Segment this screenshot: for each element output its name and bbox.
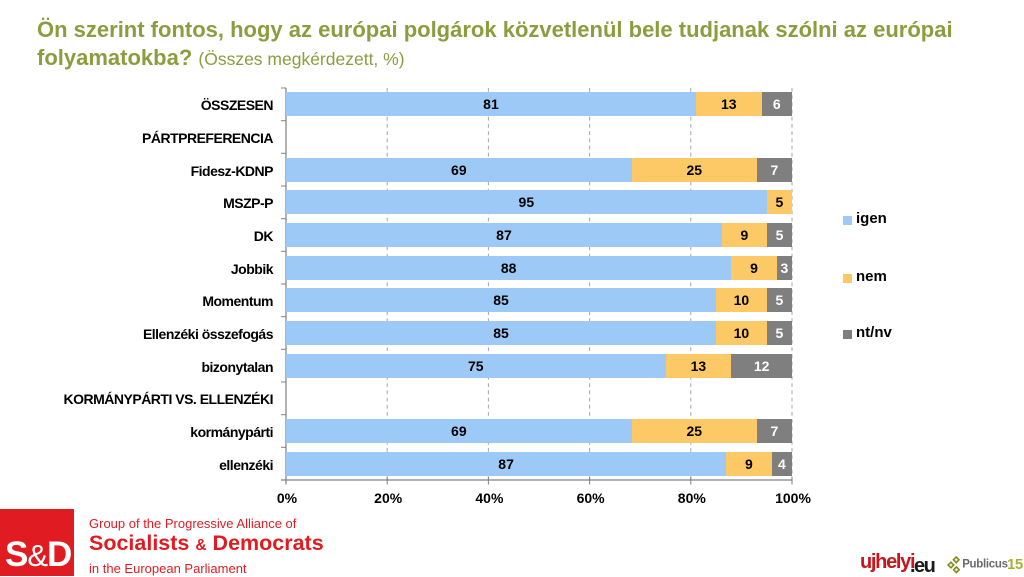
svg-text:15: 15 xyxy=(1007,556,1023,573)
svg-text:Publicus: Publicus xyxy=(962,559,1008,571)
